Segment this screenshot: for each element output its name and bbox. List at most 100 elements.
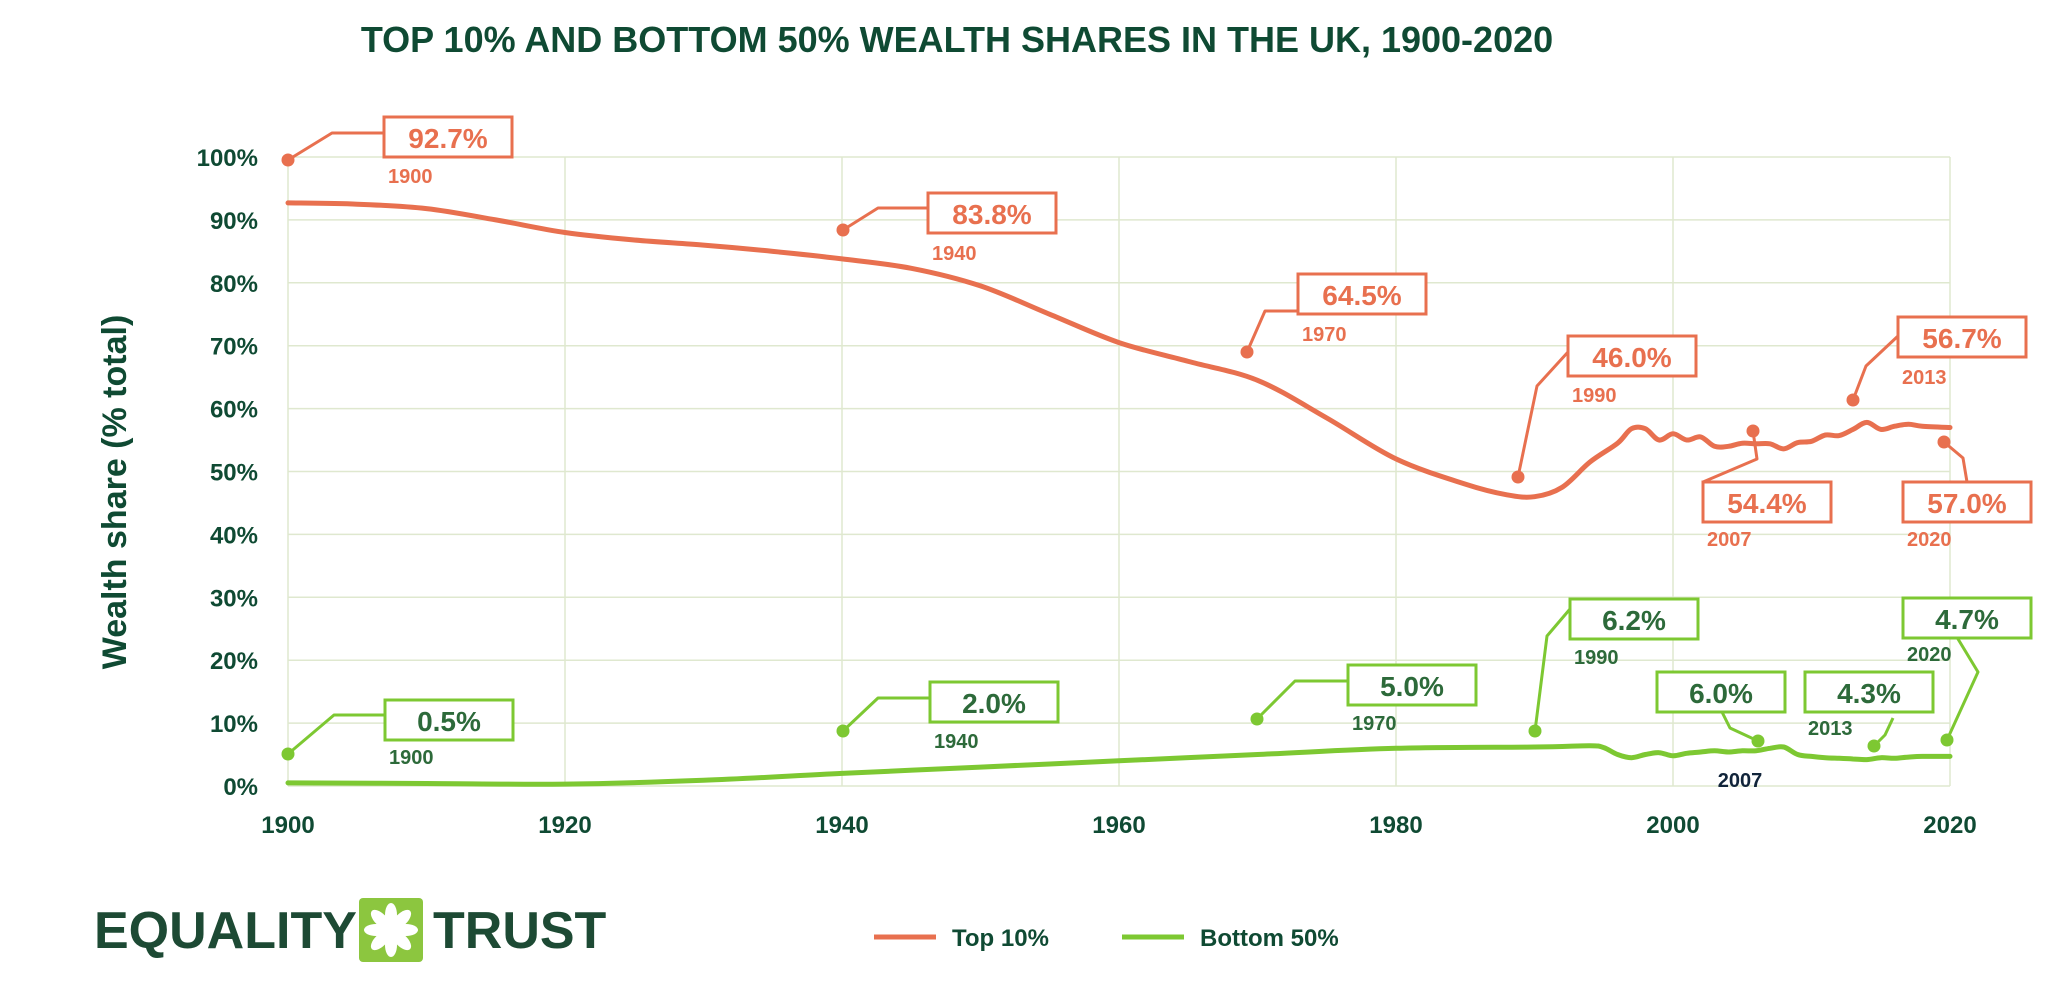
callout-box [383,698,515,742]
callout-leader [1245,309,1298,353]
callout-year: 1970 [1352,713,1397,735]
callout-year: 1900 [389,747,434,769]
callout-box [1803,670,1935,714]
callout-year: 1940 [934,731,979,753]
y-tick-label: 70% [210,334,258,361]
callout-year: 2007 [1718,770,1763,792]
callout-leader [1255,679,1348,721]
callout-value: 6.0% [1689,678,1753,709]
callout-year: 2020 [1907,644,1952,666]
logo-petal [392,909,412,929]
y-tick-label: 30% [210,585,258,612]
callout-value: 0.5% [417,706,481,737]
callout-year: 2013 [1902,367,1947,389]
callout-value: 54.4% [1727,488,1806,519]
callout-dot [1250,712,1264,726]
callout-value: 64.5% [1322,280,1401,311]
callout-box [1568,597,1700,641]
y-tick-label: 60% [210,397,258,424]
y-tick-label: 40% [210,522,258,549]
callout-leader [1516,350,1570,478]
callout-leader [1533,608,1572,732]
logo-petal [370,931,390,951]
series-layer [285,200,1953,787]
callout-year: 1940 [932,243,977,265]
y-tick-label: 90% [210,208,258,235]
callout-leader [1943,440,1969,483]
callout-box [1346,663,1478,707]
callout-box [1896,315,2028,359]
callout-value: 2.0% [962,688,1026,719]
callout-leader [841,696,930,733]
logo-text-equality: EQUALITY [94,902,357,960]
callout-box [1901,480,2033,524]
y-tick-label: 80% [210,271,258,298]
callout-box [926,191,1058,235]
equality-trust-logo: EQUALITY TRUST [94,898,607,962]
callout-box [928,680,1060,724]
callout-dot [1746,424,1760,438]
callout-dot [281,747,295,761]
callout-box [1901,596,2033,640]
callout-leader [287,131,384,162]
callout-value: 4.3% [1837,678,1901,709]
callout-value: 46.0% [1592,342,1671,373]
logo-center [385,924,397,936]
logo-text-trust: TRUST [433,902,607,960]
callout-dot [836,223,850,237]
x-tick-label: 2020 [1923,812,1976,839]
callout-year: 2020 [1907,529,1952,551]
callout-dot [281,153,295,167]
asterisk-flower-icon [359,898,423,962]
callout-value: 56.7% [1922,323,2001,354]
callout-box [1655,670,1787,714]
logo-petal [370,909,390,929]
callout-year: 1990 [1574,647,1619,669]
x-tick-label: 1940 [815,812,868,839]
callouts: 92.7% 1900 83.8% 1940 64.5% 1970 46.0% 1990 54.4… [281,115,2033,792]
callout-box [1701,480,1833,524]
y-tick-label: 20% [210,648,258,675]
callout-box [1566,334,1698,378]
y-tick-label: 0% [223,774,258,801]
y-tick-label: 50% [210,460,258,487]
x-axis-ticks: 1900 1920 1940 1960 1980 2000 2020 [261,812,1976,839]
callout-year: 1990 [1572,385,1617,407]
legend: Top 10% Bottom 50% [874,925,1339,952]
callout-box [382,115,514,159]
y-tick-label: 10% [210,711,258,738]
chart-title: TOP 10% AND BOTTOM 50% WEALTH SHARES IN … [361,19,1553,60]
x-tick-label: 1980 [1369,812,1422,839]
x-tick-label: 1960 [1092,812,1145,839]
callout-value: 6.2% [1602,605,1666,636]
callout-box [1296,272,1428,316]
y-axis-ticks: 0% 10% 20% 30% 40% 50% 60% 70% 80% 90% 100% [197,145,258,801]
callout-value: 92.7% [408,123,487,154]
callout-year: 2007 [1707,529,1752,551]
callout-leader [1851,334,1900,401]
callout-leader [1702,430,1759,484]
callout-value: 5.0% [1380,671,1444,702]
logo-petal [392,931,412,951]
callout-year: 1970 [1302,324,1347,346]
x-tick-label: 1920 [538,812,591,839]
callout-dot [1751,734,1765,748]
legend-label-top: Top 10% [952,925,1049,952]
series-line-top-10 [285,200,1953,500]
x-tick-label: 2000 [1646,812,1699,839]
y-tick-label: 100% [197,145,258,172]
x-tick-label: 1900 [261,812,314,839]
callout-dot [1867,739,1881,753]
callout-dot [1528,724,1542,738]
grid [287,156,1951,787]
callout-dot [1937,435,1951,449]
callout-year: 1900 [388,166,433,188]
logo-petals [364,903,418,957]
callout-value: 4.7% [1935,604,1999,635]
legend-label-bottom: Bottom 50% [1200,925,1339,952]
callout-dot [836,724,850,738]
callout-dot [1846,393,1860,407]
callout-dot [1511,470,1525,484]
callout-dot [1240,345,1254,359]
